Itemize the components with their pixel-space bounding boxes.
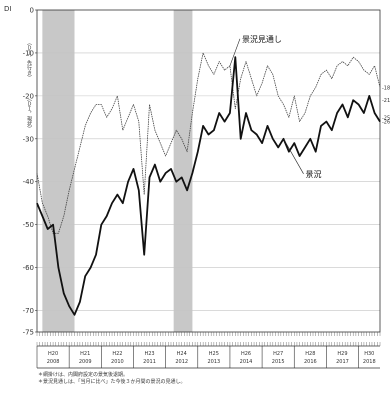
end-marker-3: -26 — [382, 120, 390, 126]
end-marker-1: -21 — [382, 98, 390, 104]
x-tick-year-4: 2012 — [175, 359, 188, 365]
x-tick-year-5: 2013 — [207, 359, 220, 365]
recession-band-0 — [42, 10, 75, 332]
y-tick-label-6: -60 — [23, 264, 34, 272]
x-tick-era-5: H25 — [209, 351, 219, 357]
plot-frame — [36, 9, 381, 333]
x-tick-year-3: 2011 — [143, 359, 156, 365]
x-tick-year-9: 2017 — [336, 359, 349, 365]
y-tick-label-4: -40 — [23, 178, 34, 186]
y-tick-label-0: 0 — [30, 7, 34, 15]
x-tick-year-1: 2009 — [79, 359, 92, 365]
series-line-0 — [36, 52, 381, 234]
x-tick-year-8: 2016 — [304, 359, 317, 365]
x-tick-era-9: H29 — [337, 351, 347, 357]
y-tick-label-3: -30 — [23, 135, 34, 143]
y-tick-label-1: -10 — [23, 49, 34, 57]
x-tick-era-0: H20 — [48, 351, 58, 357]
x-tick-year-7: 2015 — [272, 359, 285, 365]
x-tick-year-2: 2010 — [111, 359, 124, 365]
annotation-label-0: 景況見通し — [242, 34, 282, 44]
end-marker-0: -18 — [382, 85, 390, 91]
y-tick-label-5: -50 — [23, 221, 34, 229]
grid-lines — [37, 52, 380, 311]
y-tick-label-8: -75 — [23, 329, 34, 337]
annotation-leader-1 — [283, 138, 304, 174]
x-tick-era-2: H22 — [112, 351, 122, 357]
series-lines — [36, 52, 381, 316]
y-axis-label-forecast: （ＤＩ，先行き） — [26, 40, 32, 80]
y-unit-label: DI — [4, 5, 11, 13]
end-marker-2: -25 — [382, 115, 390, 121]
footnotes: ＊網掛けは、内閣府設定の景気後退期。 ＊景況見通しは、「当月に比べ」た今後３か月… — [38, 372, 383, 386]
x-tick-era-1: H21 — [80, 351, 90, 357]
x-tick-era-8: H28 — [305, 351, 315, 357]
footnote-forecast: ＊景況見通しは、「当月に比べ」た今後３か月間の景況の見通し。 — [38, 379, 186, 385]
footnote-shading: ＊網掛けは、内閣府設定の景気後退期。 — [38, 372, 129, 378]
y-tick-label-7: -70 — [23, 307, 34, 315]
y-tick-labels: 0 -10 -20 -30 -40 -50 -60 -70 -75 — [23, 7, 37, 337]
x-tick-year-0: 2008 — [47, 359, 60, 365]
annotation-label-1: 景況 — [306, 170, 322, 179]
x-tick-era-7: H27 — [273, 351, 283, 357]
x-tick-era-4: H24 — [177, 351, 187, 357]
recession-band-1 — [173, 10, 193, 332]
x-tick-era-10: H30 — [364, 351, 374, 357]
axes — [36, 9, 381, 369]
y-axis-label-current: （ＤＩ，現状） — [26, 96, 32, 131]
recession-shading — [42, 10, 193, 332]
x-tick-year-6: 2014 — [240, 359, 253, 365]
x-tick-era-6: H26 — [241, 351, 251, 357]
x-tick-era-3: H23 — [144, 351, 154, 357]
y-tick-label-2: -20 — [23, 92, 34, 100]
x-tick-year-10: 2018 — [363, 359, 376, 365]
x-tick-labels: H20 2008 H21 2009 H22 2010 H23 2011 H24 2012 H25 20… — [36, 346, 376, 368]
annotation-leader-0 — [229, 38, 241, 66]
